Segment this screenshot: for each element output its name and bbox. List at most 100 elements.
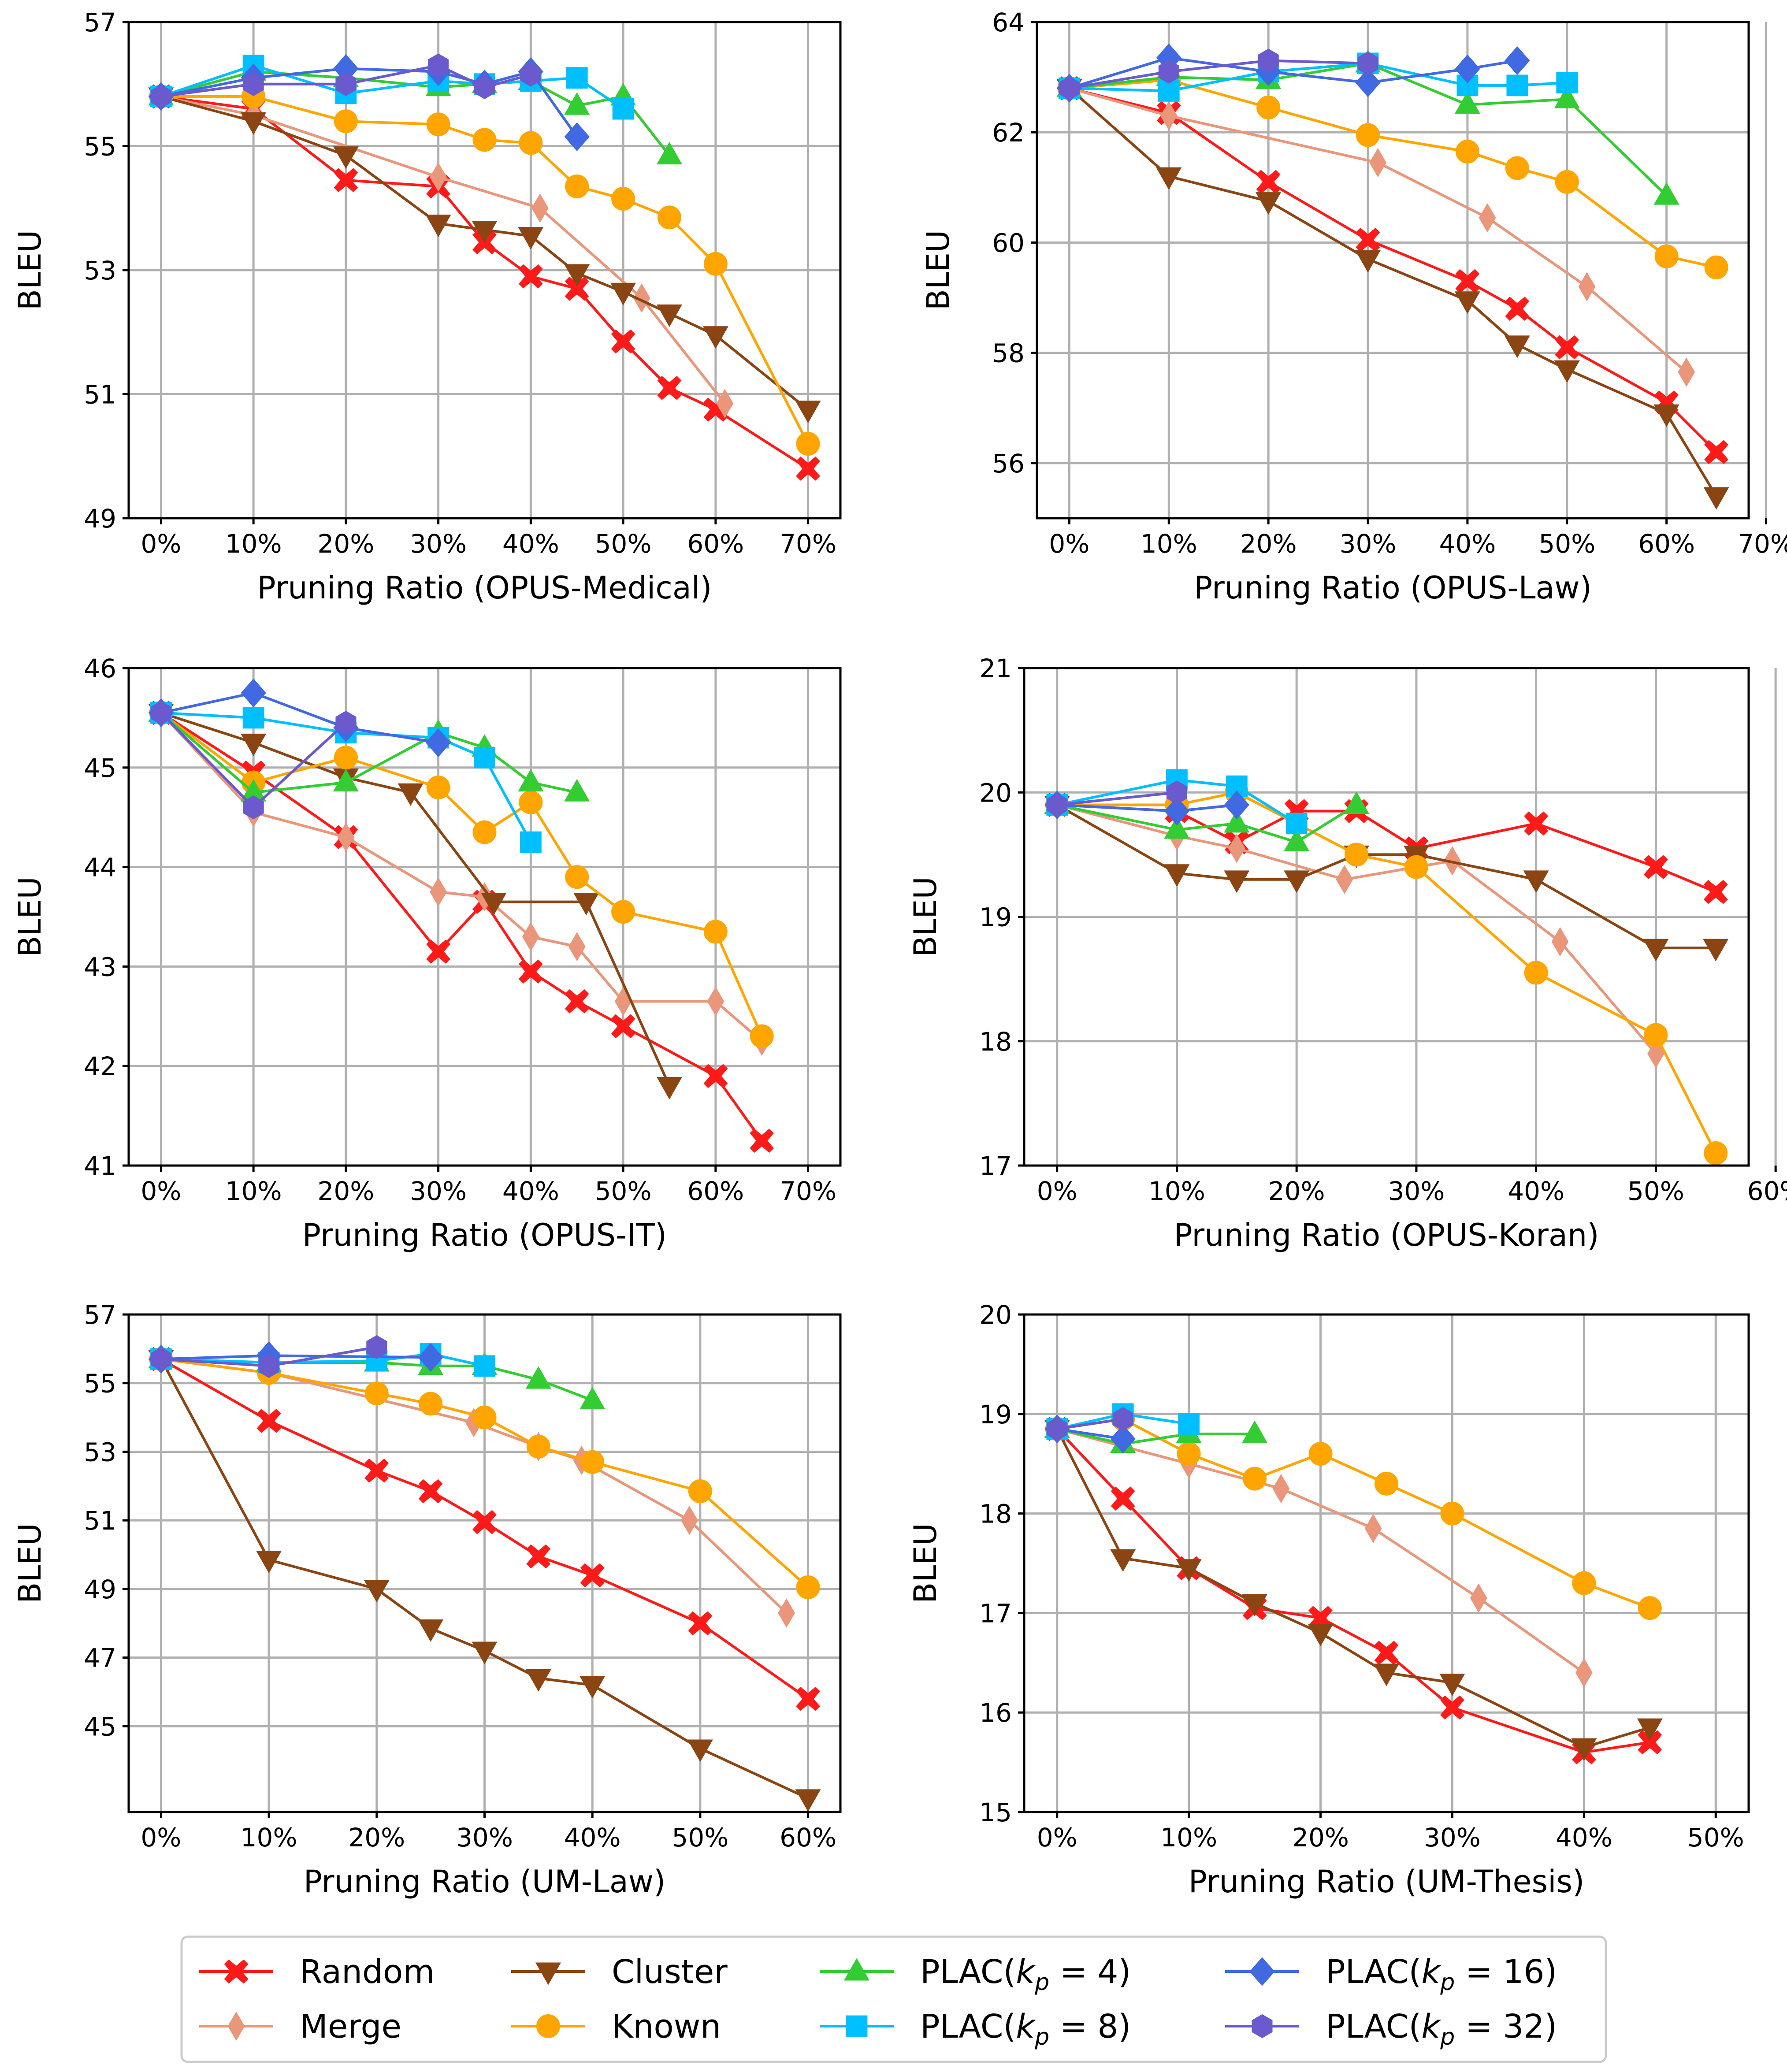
data-point bbox=[1454, 291, 1480, 314]
data-point bbox=[241, 678, 266, 708]
series-line-plac4 bbox=[1057, 1427, 1255, 1445]
data-point bbox=[688, 1479, 712, 1503]
data-point bbox=[1243, 1467, 1267, 1491]
x-tick-label: 60% bbox=[687, 529, 744, 559]
x-tick-label: 70% bbox=[780, 1176, 836, 1206]
data-point bbox=[580, 1676, 606, 1699]
data-point bbox=[1524, 811, 1549, 836]
y-tick-label: 42 bbox=[84, 1051, 116, 1081]
x-tick-label: 20% bbox=[1268, 1176, 1325, 1206]
y-axis-label: BLEU bbox=[920, 230, 956, 311]
data-point bbox=[418, 1343, 443, 1372]
series-plac32 bbox=[150, 1335, 387, 1378]
y-tick-label: 55 bbox=[84, 1369, 116, 1399]
x-tick-label: 20% bbox=[317, 1176, 374, 1206]
y-tick-label: 51 bbox=[84, 380, 116, 410]
series-line-random bbox=[1056, 1428, 1650, 1754]
x-tick-label: 60% bbox=[687, 1176, 744, 1206]
data-point bbox=[258, 1354, 279, 1378]
legend-marker bbox=[1249, 1957, 1275, 1986]
data-point bbox=[657, 376, 682, 400]
legend-marker bbox=[227, 2011, 245, 2041]
data-point bbox=[1164, 864, 1190, 887]
legend-marker bbox=[1252, 2014, 1273, 2039]
y-tick-label: 53 bbox=[84, 1437, 116, 1467]
data-point bbox=[1373, 1664, 1400, 1686]
y-axis-label: BLEU bbox=[12, 1523, 48, 1604]
y-tick-label: 17 bbox=[979, 1151, 1012, 1181]
data-point bbox=[472, 1405, 497, 1430]
data-point bbox=[1272, 1474, 1290, 1504]
x-tick-label: 30% bbox=[1388, 1176, 1445, 1206]
series-known bbox=[149, 1347, 820, 1600]
x-axis-label: Pruning Ratio (OPUS-Medical) bbox=[257, 570, 712, 606]
x-tick-label: 20% bbox=[1240, 529, 1297, 559]
data-point bbox=[1455, 54, 1480, 84]
chart-panel-5: 0% 10% 20% 30% 40% 50% 60% 45 47 49 51 53 55 57 Prunin… bbox=[12, 1300, 842, 1900]
data-point bbox=[1504, 335, 1530, 358]
data-point bbox=[531, 193, 549, 223]
x-tick-label: 40% bbox=[564, 1823, 621, 1853]
x-tick-label: 30% bbox=[456, 1823, 513, 1853]
data-point bbox=[1156, 167, 1182, 190]
gridlines bbox=[1024, 667, 1777, 1167]
series-random bbox=[1057, 76, 1728, 464]
y-tick-label: 55 bbox=[84, 132, 116, 162]
data-point bbox=[1308, 1442, 1333, 1466]
data-point bbox=[1047, 1417, 1068, 1441]
series-cluster bbox=[1044, 1420, 1663, 1761]
data-point bbox=[1505, 46, 1530, 75]
x-axis-label: Pruning Ratio (OPUS-Koran) bbox=[1174, 1217, 1599, 1253]
legend-label: PLAC(kp = 16) bbox=[1326, 1953, 1557, 1996]
data-point bbox=[426, 728, 451, 758]
y-tick-label: 64 bbox=[992, 7, 1025, 37]
series-plac16 bbox=[148, 1341, 443, 1374]
data-point bbox=[150, 701, 171, 725]
y-tick-label: 49 bbox=[84, 504, 116, 534]
y-tick-label: 19 bbox=[979, 902, 1012, 932]
y-tick-label: 62 bbox=[992, 118, 1025, 148]
plot-frame bbox=[127, 1313, 842, 1813]
data-point bbox=[1047, 793, 1068, 817]
data-point bbox=[1224, 790, 1249, 820]
data-point bbox=[1703, 487, 1729, 510]
data-point bbox=[1638, 1730, 1662, 1755]
y-tick-label: 20 bbox=[979, 778, 1012, 808]
data-point bbox=[750, 1129, 774, 1153]
legend: Random Merge Cluster Known PLAC(kp = 4) PLAC(… bbox=[180, 1935, 1607, 2063]
data-point bbox=[1256, 95, 1281, 119]
data-point bbox=[1344, 791, 1370, 814]
data-point bbox=[364, 1381, 389, 1406]
data-point bbox=[1345, 843, 1369, 867]
data-point bbox=[1224, 870, 1250, 893]
x-tick-label: 0% bbox=[141, 1176, 181, 1206]
x-axis-label: Pruning Ratio (UM-Thesis) bbox=[1189, 1864, 1585, 1900]
data-point bbox=[796, 457, 820, 481]
legend-marker bbox=[536, 2014, 560, 2038]
data-point bbox=[565, 174, 589, 198]
legend-label: PLAC(kp = 8) bbox=[920, 2008, 1131, 2050]
series-plac8 bbox=[150, 1343, 495, 1377]
x-tick-label: 60% bbox=[780, 1823, 836, 1853]
data-point bbox=[1455, 140, 1479, 164]
y-tick-label: 46 bbox=[84, 654, 116, 683]
data-point bbox=[1439, 1673, 1465, 1697]
data-point bbox=[703, 252, 728, 276]
data-point bbox=[1110, 1549, 1136, 1572]
data-point bbox=[1364, 1514, 1382, 1543]
y-axis-label: BLEU bbox=[12, 230, 48, 311]
data-point bbox=[1523, 870, 1549, 893]
y-tick-label: 18 bbox=[979, 1027, 1012, 1057]
data-point bbox=[568, 932, 586, 962]
data-point bbox=[1285, 813, 1308, 835]
chart-panel-6: 0% 10% 20% 30% 40% 50% 15 16 17 18 19 20 Pruning Rat… bbox=[907, 1300, 1750, 1900]
series-line-random bbox=[1057, 803, 1716, 893]
data-point bbox=[1555, 335, 1579, 360]
x-tick-label: 40% bbox=[502, 529, 559, 559]
data-point bbox=[364, 1580, 390, 1603]
legend-entry-known: Known bbox=[511, 2008, 721, 2046]
data-point bbox=[656, 304, 682, 327]
y-tick-label: 43 bbox=[84, 952, 116, 982]
data-point bbox=[522, 922, 539, 951]
series-line-known bbox=[160, 712, 763, 1037]
